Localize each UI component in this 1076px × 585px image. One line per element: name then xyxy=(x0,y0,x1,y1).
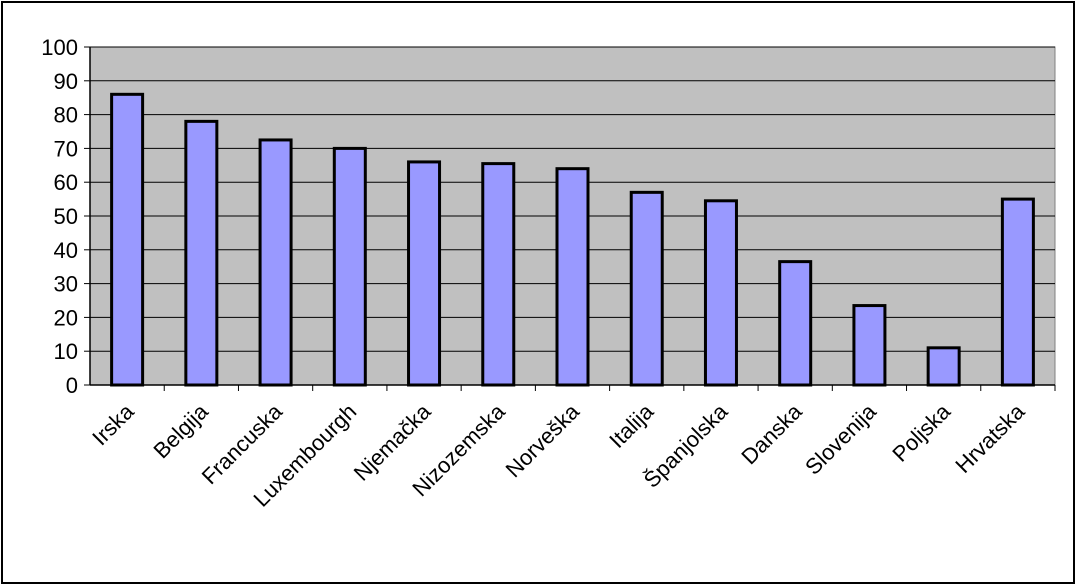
x-category-label: Danska xyxy=(736,398,807,469)
bar-11 xyxy=(926,346,961,387)
bar-2 xyxy=(258,138,293,387)
x-category-label: Norveška xyxy=(501,398,585,482)
x-category-label: Italija xyxy=(604,398,659,453)
y-tick-label: 50 xyxy=(54,204,78,229)
x-category-label: Irska xyxy=(87,398,139,450)
bar-0 xyxy=(110,92,145,387)
bar-3 xyxy=(332,146,367,387)
x-category-label: Belgija xyxy=(149,398,214,463)
y-tick-label: 30 xyxy=(54,272,78,297)
x-category-label: Slovenija xyxy=(800,398,881,479)
bar-6 xyxy=(555,167,590,387)
y-tick-label: 60 xyxy=(54,170,78,195)
y-tick-label: 100 xyxy=(41,35,78,60)
bar-4 xyxy=(407,160,442,387)
x-category-label: Hrvatska xyxy=(950,398,1030,478)
bar-12 xyxy=(1000,197,1035,387)
y-tick-label: 90 xyxy=(54,69,78,94)
bar-10 xyxy=(852,304,887,387)
y-tick-label: 80 xyxy=(54,103,78,128)
x-category-label: Poljska xyxy=(887,398,955,466)
y-tick-label: 40 xyxy=(54,238,78,263)
y-axis-tick-labels: 0 10 20 30 40 50 60 70 80 90 100 xyxy=(41,35,90,398)
x-axis-category-labels: Irska BelgijaFrancuskaLuxembourghNjemačka… xyxy=(87,385,1056,512)
bar-7 xyxy=(629,190,664,387)
y-tick-label: 70 xyxy=(54,136,78,161)
bar-8 xyxy=(703,199,738,387)
y-tick-label: 0 xyxy=(66,373,78,398)
y-tick-label: 10 xyxy=(54,339,78,364)
bar-1 xyxy=(184,119,219,387)
bars xyxy=(110,92,1035,387)
y-tick-label: 20 xyxy=(54,305,78,330)
bar-5 xyxy=(481,162,516,387)
bar-9 xyxy=(778,260,813,387)
